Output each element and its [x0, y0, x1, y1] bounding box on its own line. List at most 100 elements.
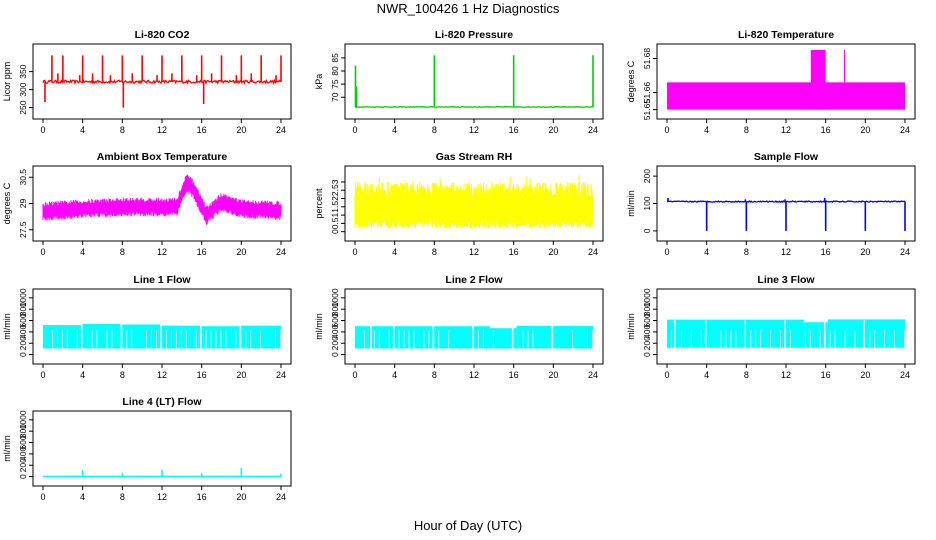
- panel-6: Sample Flow ml/min 0 4 8 12 16 20 24 0 100 200: [626, 151, 916, 257]
- y-axis-label: percent: [314, 188, 324, 219]
- y-tick-label: 800: [18, 424, 28, 438]
- y-tick-label: 800: [18, 302, 28, 316]
- series-band: [162, 325, 202, 349]
- y-tick-label: 400: [18, 447, 28, 461]
- x-tick-label: 4: [80, 247, 85, 257]
- x-tick-label: 24: [588, 247, 598, 257]
- y-tick-label: 800: [330, 302, 340, 316]
- series-band: [803, 322, 828, 348]
- y-tick-label: 0: [18, 474, 28, 479]
- y-axis-label: ml/min: [314, 313, 324, 340]
- data-series: [42, 468, 282, 478]
- x-tick-label: 24: [276, 125, 286, 135]
- x-tick-label: 0: [352, 247, 357, 257]
- page-title: NWR_100426 1 Hz Diagnostics: [376, 1, 560, 16]
- y-tick-label: 3: [330, 179, 340, 184]
- x-tick-label: 24: [276, 370, 286, 380]
- x-tick-label: 16: [509, 247, 519, 257]
- y-tick-label: 85: [330, 53, 340, 63]
- x-tick-label: 20: [236, 492, 246, 502]
- data-series: [42, 55, 282, 108]
- panel-title: Sample Flow: [754, 151, 819, 163]
- x-tick-label: 8: [120, 247, 125, 257]
- x-tick-label: 16: [197, 125, 207, 135]
- y-tick-label: 200: [18, 336, 28, 350]
- x-tick-label: 24: [588, 370, 598, 380]
- series-band: [827, 319, 905, 348]
- panel-3: Li-820 Temperature degrees C 0 4 8 12 16 20 24 51…: [626, 29, 916, 135]
- x-tick-label: 24: [900, 125, 910, 135]
- x-tick-label: 20: [236, 247, 246, 257]
- x-tick-label: 20: [548, 370, 558, 380]
- x-tick-label: 0: [352, 370, 357, 380]
- panel-4: Ambient Box Temperature degrees C 0 4 8 12 16 2…: [2, 151, 292, 257]
- x-tick-label: 8: [432, 125, 437, 135]
- data-series: [667, 319, 905, 348]
- x-axis-caption: Hour of Day (UTC): [413, 518, 523, 533]
- panel-title: Li-820 Pressure: [435, 29, 513, 41]
- x-tick-label: 24: [276, 492, 286, 502]
- y-tick-label: 29: [18, 199, 28, 209]
- x-tick-label: 0: [664, 125, 669, 135]
- y-axis-label: kPa: [314, 74, 324, 90]
- y-tick-label: 600: [18, 313, 28, 327]
- x-tick-label: 0: [40, 125, 45, 135]
- x-tick-label: 16: [821, 370, 831, 380]
- x-tick-label: 16: [509, 125, 519, 135]
- data-series: [667, 50, 905, 110]
- y-axis-label: Licor ppm: [2, 62, 12, 102]
- panel-title: Line 3 Flow: [757, 274, 815, 286]
- y-tick-label: 30.5: [18, 169, 28, 186]
- x-tick-label: 16: [821, 125, 831, 135]
- y-axis-label: ml/min: [626, 190, 636, 217]
- x-tick-label: 8: [744, 370, 749, 380]
- y-tick-label: 80: [330, 66, 340, 76]
- series-band: [122, 324, 162, 349]
- y-tick-label: 0: [330, 352, 340, 357]
- y-tick-label: 1000: [18, 288, 28, 307]
- panel-title: Ambient Box Temperature: [97, 151, 228, 163]
- y-tick-label: 300: [18, 82, 28, 96]
- series-band: [489, 328, 517, 349]
- x-tick-label: 24: [900, 370, 910, 380]
- y-tick-label: 200: [642, 169, 652, 183]
- x-tick-label: 8: [744, 125, 749, 135]
- y-tick-label: 250: [18, 100, 28, 114]
- y-tick-label: 0: [330, 229, 340, 234]
- series-band: [43, 325, 83, 349]
- x-tick-label: 8: [432, 247, 437, 257]
- y-tick-label: 200: [642, 336, 652, 350]
- x-tick-label: 8: [744, 247, 749, 257]
- x-tick-label: 12: [157, 492, 167, 502]
- y-axis-label: ml/min: [626, 313, 636, 340]
- x-tick-label: 12: [781, 370, 791, 380]
- x-tick-label: 0: [40, 492, 45, 502]
- panel-9: Line 3 Flow ml/min 0 4 8 12 16 20 24 0 20040060080…: [626, 274, 916, 380]
- y-tick-label: 400: [642, 325, 652, 339]
- series-band: [667, 319, 804, 348]
- panel-8: Line 2 Flow ml/min 0 4 8 12 16 20 24 0 20040060080…: [314, 274, 604, 380]
- y-tick-label: 600: [18, 435, 28, 449]
- panel-title: Gas Stream RH: [436, 151, 512, 163]
- panel-10: Line 4 (LT) Flow ml/min 0 4 8 12 16 20 24 0 200400…: [2, 396, 292, 502]
- x-tick-label: 0: [40, 370, 45, 380]
- data-series: [354, 175, 594, 229]
- y-tick-label: 1.5: [330, 201, 340, 213]
- x-tick-label: 0: [352, 125, 357, 135]
- x-tick-label: 24: [276, 247, 286, 257]
- x-tick-label: 12: [157, 247, 167, 257]
- x-tick-label: 4: [704, 370, 709, 380]
- x-tick-label: 4: [392, 247, 397, 257]
- x-tick-label: 20: [548, 247, 558, 257]
- x-tick-label: 4: [392, 125, 397, 135]
- x-tick-label: 16: [197, 247, 207, 257]
- series-band: [241, 325, 281, 349]
- x-tick-label: 8: [432, 370, 437, 380]
- y-tick-label: 75: [330, 79, 340, 89]
- y-tick-label: 0: [18, 352, 28, 357]
- y-tick-label: 51.68: [642, 48, 652, 70]
- y-tick-label: 0: [642, 352, 652, 357]
- x-tick-label: 20: [236, 125, 246, 135]
- y-tick-label: 800: [642, 302, 652, 316]
